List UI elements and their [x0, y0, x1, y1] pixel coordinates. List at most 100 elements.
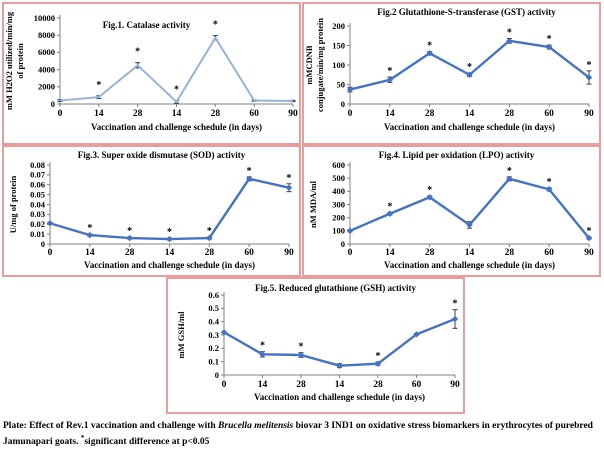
svg-text:400: 400 — [332, 186, 345, 196]
svg-text:*: * — [127, 226, 132, 237]
svg-text:0.03: 0.03 — [30, 209, 45, 219]
svg-text:14: 14 — [385, 248, 395, 258]
svg-text:0: 0 — [51, 99, 55, 109]
svg-text:0.06: 0.06 — [30, 180, 45, 190]
svg-text:0.4: 0.4 — [208, 316, 219, 326]
fig2-plot: 0 50 100 150 200 0 14 28 14 28 60 90 * * * * * * Vaccinati… — [304, 18, 594, 132]
svg-text:90: 90 — [450, 380, 460, 390]
svg-text:*: * — [167, 227, 172, 238]
svg-text:200: 200 — [332, 212, 345, 222]
svg-text:28: 28 — [125, 248, 135, 258]
svg-text:0.07: 0.07 — [30, 170, 46, 180]
svg-text:0.08: 0.08 — [30, 160, 45, 170]
svg-text:28: 28 — [205, 248, 215, 258]
svg-text:*: * — [587, 226, 592, 237]
fig4-panel: 0 100 200 300 400 500 600 0 14 28 14 28 60 90 * * * * * Vac… — [302, 145, 601, 277]
fig4-plot: 0 100 200 300 400 500 600 0 14 28 14 28 60 90 * * * * * Vac… — [308, 160, 594, 270]
svg-text:Vaccination and challenge sche: Vaccination and challenge schedule (in d… — [384, 260, 555, 270]
svg-text:60: 60 — [249, 109, 259, 119]
svg-text:28: 28 — [373, 380, 383, 390]
svg-text:*: * — [260, 341, 265, 352]
svg-text:200: 200 — [332, 21, 345, 31]
svg-text:*: * — [376, 351, 381, 362]
svg-text:28: 28 — [505, 109, 515, 119]
svg-text:14: 14 — [94, 109, 104, 119]
svg-text:14: 14 — [258, 380, 268, 390]
svg-text:Vaccination and challenge sche: Vaccination and challenge schedule (in d… — [384, 122, 555, 132]
svg-text:50: 50 — [337, 79, 346, 89]
svg-text:of protein: of protein — [15, 43, 25, 79]
svg-text:*: * — [387, 66, 392, 77]
svg-text:*: * — [174, 85, 179, 96]
fig1-plot: 0 2000 4000 6000 8000 10000 0 14 28 14 28 60 90 * * * * V… — [4, 11, 298, 132]
svg-text:Vaccination and challenge sche: Vaccination and challenge schedule (in d… — [91, 122, 262, 132]
svg-text:*: * — [207, 226, 212, 237]
svg-text:0: 0 — [41, 239, 45, 249]
svg-text:nM MDA/ml: nM MDA/ml — [308, 180, 318, 228]
svg-text:*: * — [547, 177, 552, 188]
svg-text:60: 60 — [412, 380, 422, 390]
svg-text:0: 0 — [222, 380, 227, 390]
svg-text:60: 60 — [544, 248, 554, 258]
svg-text:150: 150 — [332, 40, 345, 50]
svg-text:0.5: 0.5 — [208, 303, 219, 313]
fig5-panel: 0 0.1 0.2 0.3 0.4 0.5 0.6 0 14 28 14 28 60 90 * * * * Vacc… — [166, 277, 465, 414]
svg-text:*: * — [135, 47, 140, 58]
svg-text:28: 28 — [425, 109, 435, 119]
svg-text:14: 14 — [385, 109, 395, 119]
fig1-panel: 0 2000 4000 6000 8000 10000 0 14 28 14 28 60 90 * * * * V… — [2, 2, 301, 145]
svg-text:4000: 4000 — [38, 64, 55, 74]
svg-text:Vaccination and challenge sche: Vaccination and challenge schedule (in d… — [254, 392, 425, 402]
svg-text:0: 0 — [215, 370, 219, 380]
svg-text:28: 28 — [296, 380, 306, 390]
svg-text:0.01: 0.01 — [30, 229, 45, 239]
svg-text:*: * — [427, 185, 432, 196]
svg-text:90: 90 — [288, 109, 298, 119]
svg-text:0: 0 — [348, 109, 353, 119]
svg-text:14: 14 — [465, 109, 475, 119]
svg-text:300: 300 — [332, 199, 345, 209]
svg-text:*: * — [213, 20, 218, 31]
svg-text:*: * — [287, 173, 292, 184]
svg-text:28: 28 — [133, 109, 143, 119]
svg-text:*: * — [587, 60, 592, 71]
svg-text:0.04: 0.04 — [30, 199, 46, 209]
svg-text:0: 0 — [341, 239, 345, 249]
caption-significance-text: significant difference at p<0.05 — [84, 437, 210, 448]
fig4-title: Fig.4. Lipid per oxidation (LPO) activit… — [378, 150, 535, 160]
svg-text:14: 14 — [465, 248, 475, 258]
svg-text:2000: 2000 — [38, 82, 55, 92]
svg-text:0: 0 — [48, 248, 53, 258]
svg-text:0.05: 0.05 — [30, 189, 45, 199]
svg-text:90: 90 — [584, 248, 594, 258]
svg-text:28: 28 — [425, 248, 435, 258]
svg-text:0.3: 0.3 — [208, 330, 219, 340]
fig2-title: Fig.2 Glutathione-S-transferase (GST) ac… — [377, 7, 556, 17]
fig1-title: Fig.1. Catalase activity — [102, 20, 191, 30]
svg-text:500: 500 — [332, 173, 345, 183]
fig5-title: Fig.5. Reduced glutathione (GSH) activit… — [255, 283, 416, 293]
svg-text:90: 90 — [584, 109, 594, 119]
svg-text:*: * — [467, 62, 472, 73]
svg-text:0: 0 — [348, 248, 353, 258]
caption-text-middle: biovar 3 IND1 on oxidative stress biomar… — [3, 421, 593, 448]
svg-text:0.1: 0.1 — [208, 356, 219, 366]
svg-text:10000: 10000 — [34, 13, 55, 23]
fig3-title: Fig.3. Super oxide dismutase (SOD) activ… — [77, 150, 246, 160]
svg-text:6000: 6000 — [38, 47, 55, 57]
caption-species-italic: Brucella melitensis — [218, 421, 294, 431]
svg-text:conjugate/min/mg protein: conjugate/min/mg protein — [315, 18, 325, 112]
fig2-panel: 0 50 100 150 200 0 14 28 14 28 60 90 * * * * * * Vaccinati… — [302, 2, 601, 145]
svg-text:14: 14 — [172, 109, 182, 119]
svg-text:60: 60 — [544, 109, 554, 119]
caption-significance-mark: * — [80, 434, 85, 442]
svg-text:0.02: 0.02 — [30, 219, 45, 229]
svg-text:100: 100 — [332, 226, 345, 236]
svg-text:0: 0 — [341, 99, 345, 109]
svg-text:*: * — [96, 80, 101, 91]
svg-text:mM H2O2 utilized/min/mg: mM H2O2 utilized/min/mg — [4, 11, 14, 110]
plate-caption: Plate: Effect of Rev.1 vaccination and c… — [3, 420, 601, 448]
svg-text:28: 28 — [211, 109, 221, 119]
svg-text:8000: 8000 — [38, 30, 55, 40]
